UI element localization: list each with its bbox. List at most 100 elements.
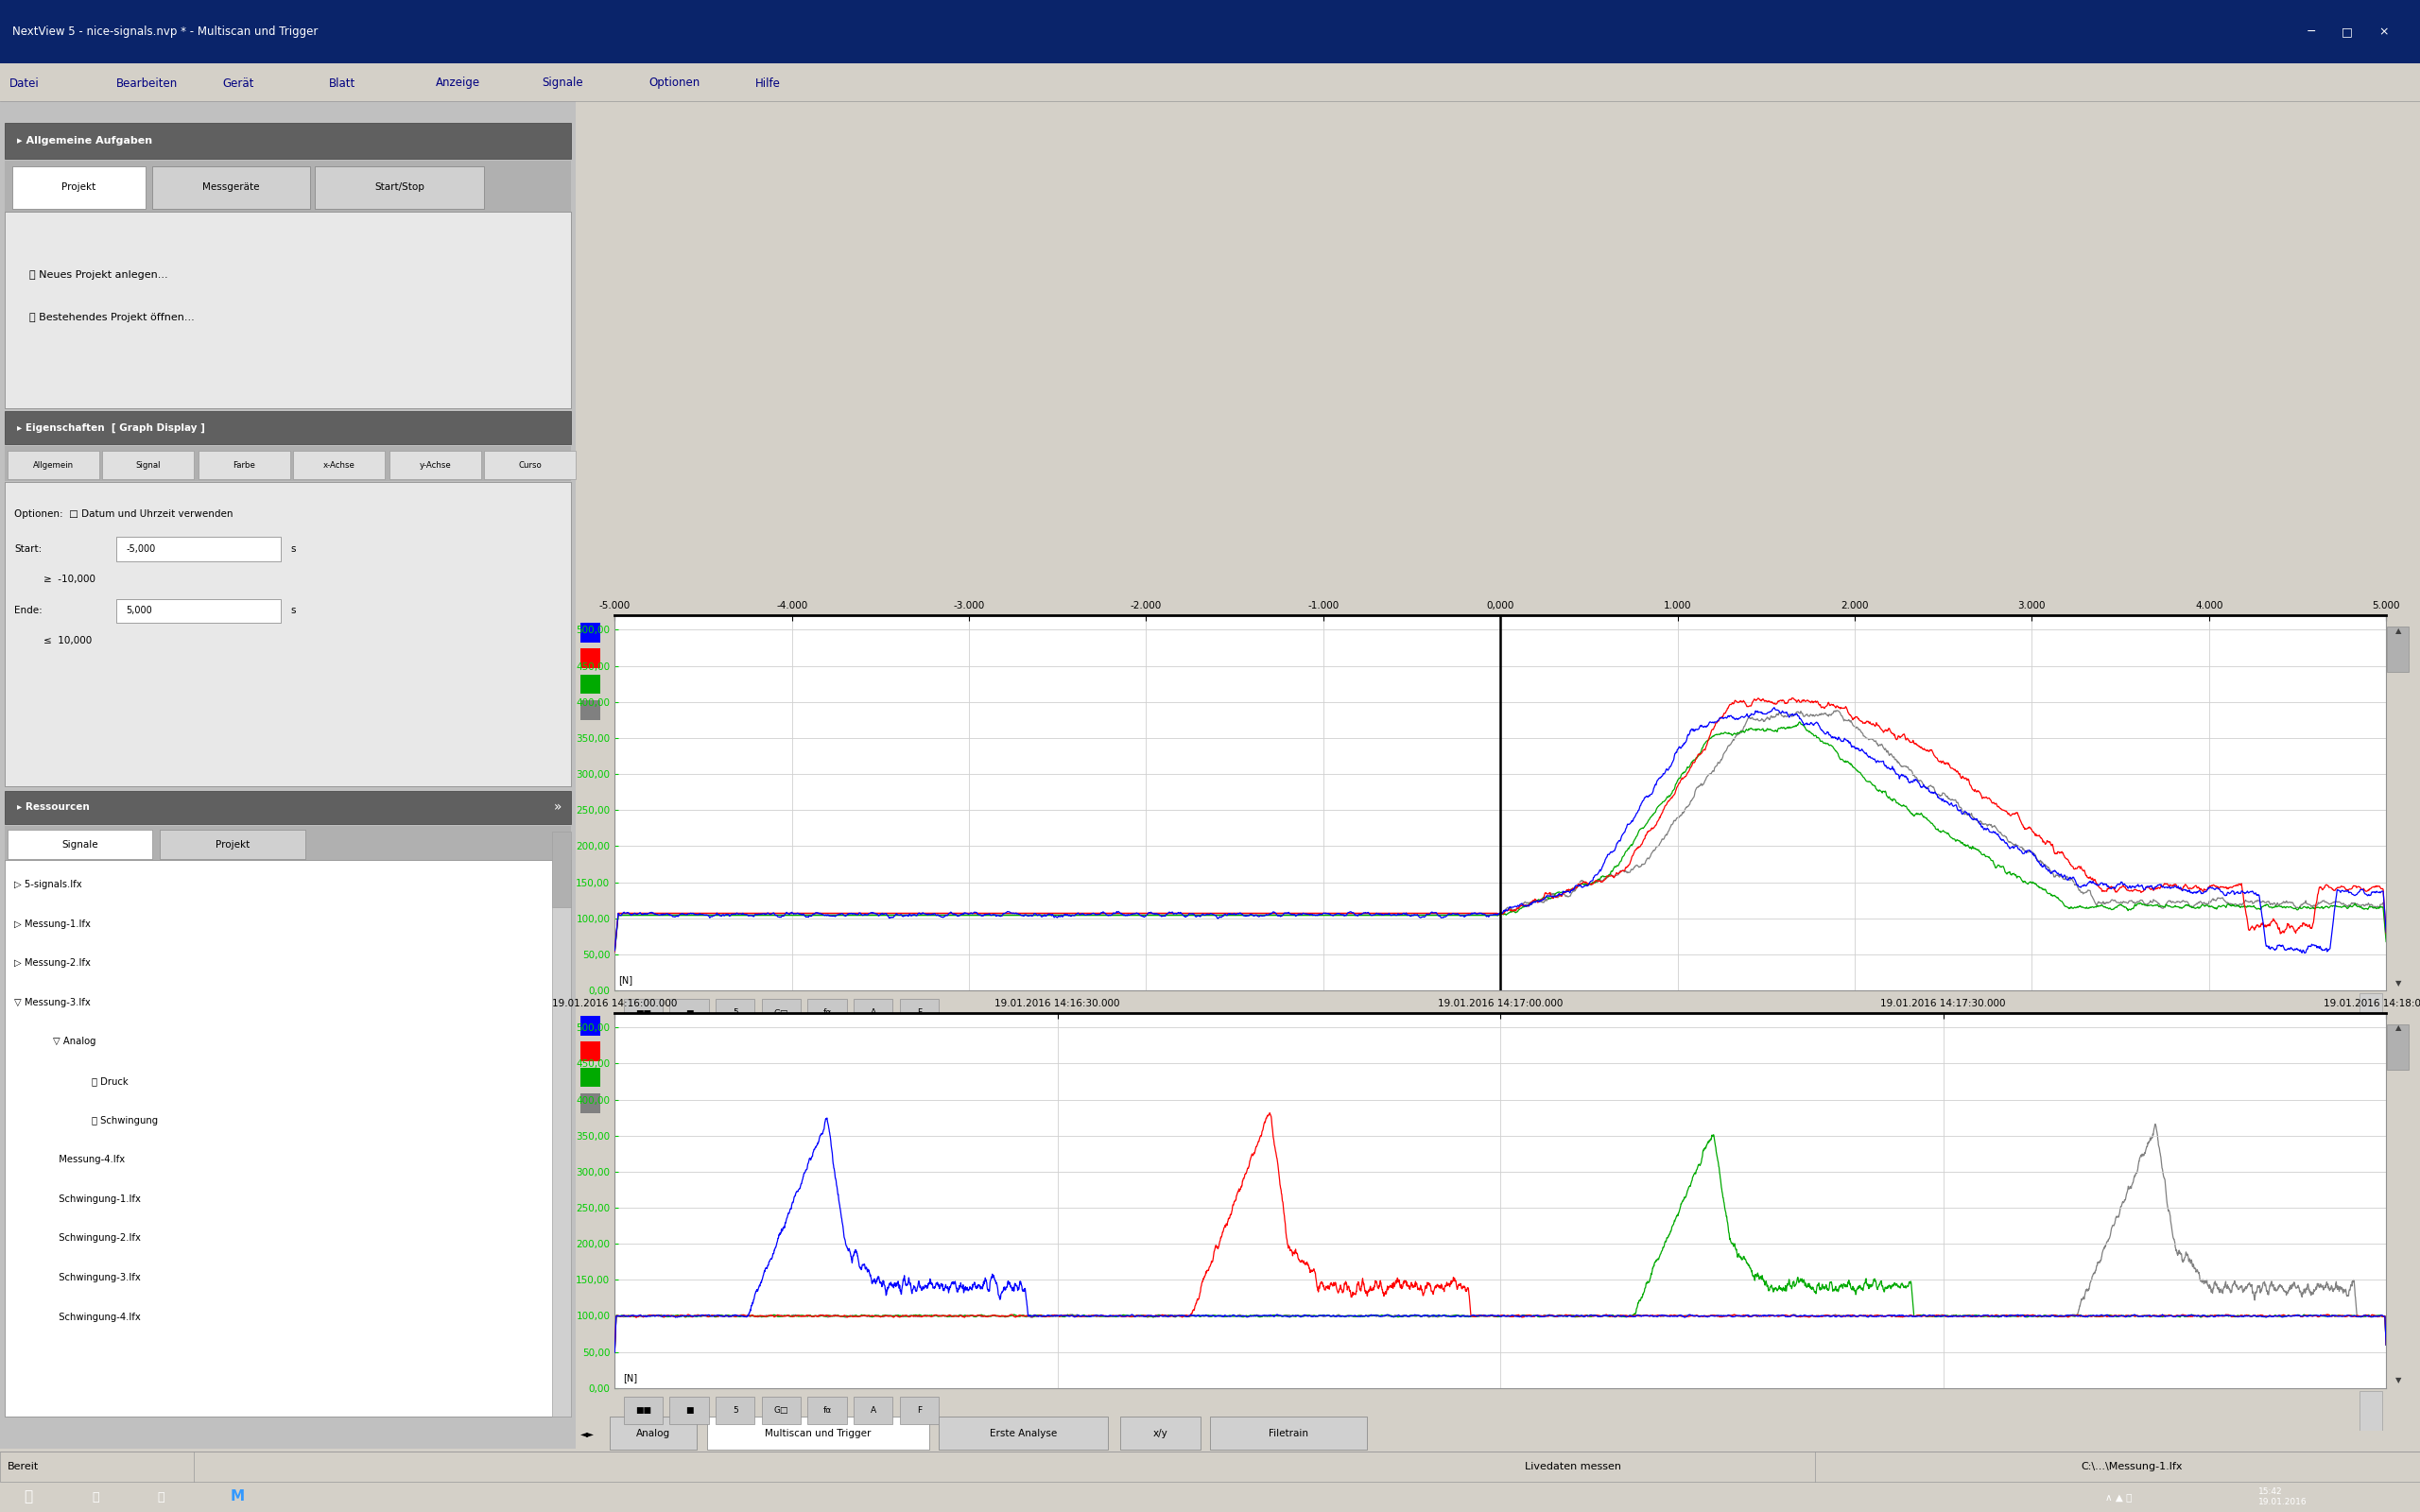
Bar — [581, 674, 600, 694]
Bar — [808, 1397, 847, 1424]
Bar — [552, 832, 571, 907]
Text: A: A — [871, 1406, 876, 1415]
Bar — [152, 166, 310, 209]
Bar — [581, 700, 600, 720]
Bar — [581, 1042, 600, 1061]
Bar — [2360, 1391, 2384, 1430]
Bar — [5, 826, 571, 860]
Text: ▸ Allgemeine Aufgaben: ▸ Allgemeine Aufgaben — [17, 136, 152, 145]
Bar — [0, 0, 2420, 64]
Bar — [939, 1417, 1108, 1450]
Text: Signal: Signal — [136, 461, 160, 470]
Text: F: F — [917, 1406, 922, 1415]
Bar — [670, 999, 709, 1027]
Bar — [762, 1397, 801, 1424]
Bar — [12, 166, 145, 209]
Text: ▽ Messung-3.lfx: ▽ Messung-3.lfx — [15, 998, 92, 1007]
Bar — [624, 1397, 663, 1424]
Bar — [854, 1397, 893, 1424]
Bar — [2386, 626, 2410, 671]
Bar — [1210, 1417, 1367, 1450]
Bar — [5, 411, 571, 445]
Bar — [0, 64, 2420, 101]
Text: Hilfe: Hilfe — [755, 77, 779, 89]
Bar — [581, 1093, 600, 1113]
Text: Erste Analyse: Erste Analyse — [990, 1429, 1058, 1438]
Bar — [610, 1417, 697, 1450]
Bar — [5, 160, 571, 212]
Bar — [900, 999, 939, 1027]
Text: Messung-4.lfx: Messung-4.lfx — [53, 1155, 126, 1164]
Text: »: » — [554, 801, 561, 813]
Text: fα: fα — [823, 1406, 832, 1415]
Bar — [5, 860, 571, 1417]
Text: A: A — [871, 1009, 876, 1018]
Text: Start/Stop: Start/Stop — [375, 183, 424, 192]
Bar — [716, 999, 755, 1027]
Text: Analog: Analog — [636, 1429, 670, 1438]
Text: Blatt: Blatt — [329, 77, 356, 89]
Text: ▷ Messung-2.lfx: ▷ Messung-2.lfx — [15, 959, 92, 968]
Text: Bereit: Bereit — [7, 1462, 39, 1471]
Text: s: s — [290, 606, 295, 615]
Text: ▷ 5-signals.lfx: ▷ 5-signals.lfx — [15, 880, 82, 889]
Text: ▲: ▲ — [2396, 1024, 2401, 1033]
Bar — [198, 451, 290, 479]
Bar — [102, 451, 194, 479]
Text: fα: fα — [823, 1009, 832, 1018]
Text: 📁: 📁 — [157, 1491, 165, 1503]
Text: Optionen: Optionen — [649, 77, 699, 89]
Text: Livedaten messen: Livedaten messen — [1525, 1462, 1621, 1471]
Bar — [160, 830, 305, 859]
Bar — [808, 999, 847, 1027]
Text: 📈 Druck: 📈 Druck — [92, 1077, 128, 1086]
Bar — [581, 1016, 600, 1036]
Text: y-Achse: y-Achse — [419, 461, 453, 470]
Text: G□: G□ — [774, 1406, 789, 1415]
Text: Datei: Datei — [10, 77, 39, 89]
Text: 🗋 Neues Projekt anlegen...: 🗋 Neues Projekt anlegen... — [29, 271, 167, 280]
Text: Schwingung-2.lfx: Schwingung-2.lfx — [53, 1234, 140, 1243]
Text: ▽ Analog: ▽ Analog — [53, 1037, 97, 1046]
Text: Curso: Curso — [518, 461, 542, 470]
Text: ▲: ▲ — [2396, 626, 2401, 635]
Text: ▼: ▼ — [2396, 978, 2401, 987]
Bar — [5, 482, 571, 786]
Text: 5,000: 5,000 — [126, 606, 152, 615]
Bar — [581, 1067, 600, 1087]
Text: x/y: x/y — [1152, 1429, 1169, 1438]
Text: Multiscan und Trigger: Multiscan und Trigger — [765, 1429, 871, 1438]
Text: ▷ Messung-1.lfx: ▷ Messung-1.lfx — [15, 919, 92, 928]
Bar — [7, 830, 152, 859]
Text: Schwingung-4.lfx: Schwingung-4.lfx — [53, 1312, 140, 1321]
Text: C:\...\Messung-1.lfx: C:\...\Messung-1.lfx — [2081, 1462, 2183, 1471]
Bar — [900, 1397, 939, 1424]
Bar — [5, 791, 571, 824]
Bar — [624, 999, 663, 1027]
Bar — [0, 1452, 2420, 1482]
Text: [N]: [N] — [617, 975, 632, 984]
Text: Projekt: Projekt — [60, 183, 97, 192]
Bar — [315, 166, 484, 209]
Text: ■: ■ — [685, 1406, 692, 1415]
Bar — [5, 122, 571, 159]
Bar — [116, 599, 281, 623]
Bar — [716, 1397, 755, 1424]
Text: Signale: Signale — [542, 77, 583, 89]
Bar — [1120, 1417, 1200, 1450]
Text: Optionen:  □ Datum und Uhrzeit verwenden: Optionen: □ Datum und Uhrzeit verwenden — [15, 510, 232, 519]
Text: 🔍: 🔍 — [92, 1491, 99, 1503]
Text: ⧉: ⧉ — [24, 1489, 34, 1504]
Bar — [576, 1414, 2403, 1452]
Text: Farbe: Farbe — [232, 461, 257, 470]
Text: Ende:: Ende: — [15, 606, 44, 615]
Bar — [854, 999, 893, 1027]
Text: −: − — [2306, 26, 2316, 38]
Text: ■■: ■■ — [634, 1406, 651, 1415]
Text: s: s — [290, 544, 295, 553]
Text: NextView 5 - nice-signals.nvp * - Multiscan und Trigger: NextView 5 - nice-signals.nvp * - Multis… — [12, 26, 317, 38]
Text: Schwingung-3.lfx: Schwingung-3.lfx — [53, 1273, 140, 1282]
Text: 5: 5 — [733, 1009, 738, 1018]
Text: Schwingung-1.lfx: Schwingung-1.lfx — [53, 1194, 140, 1204]
Text: 15:42
19.01.2016: 15:42 19.01.2016 — [2258, 1488, 2306, 1506]
